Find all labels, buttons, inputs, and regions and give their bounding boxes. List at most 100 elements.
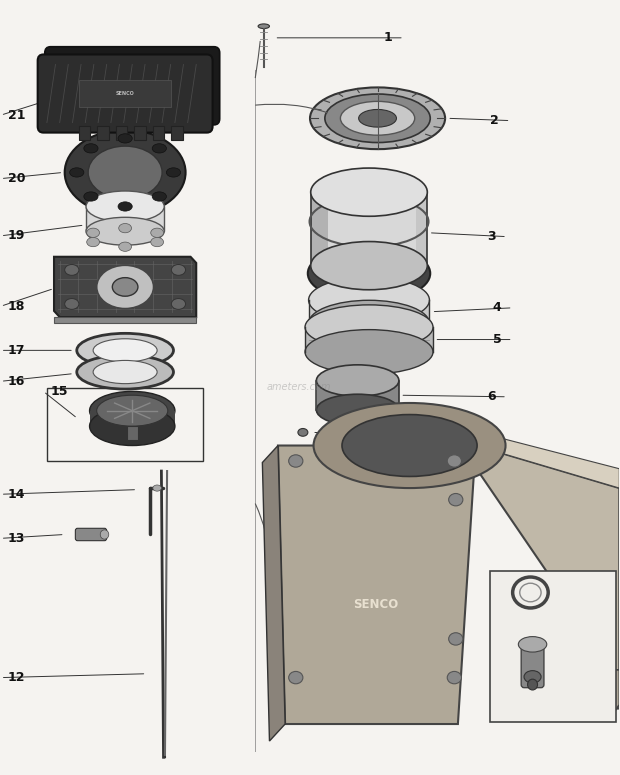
Ellipse shape	[447, 455, 461, 467]
Polygon shape	[415, 192, 427, 266]
Ellipse shape	[305, 305, 433, 350]
Bar	[97, 126, 108, 140]
Ellipse shape	[84, 192, 98, 202]
Ellipse shape	[340, 102, 415, 135]
Text: 2: 2	[490, 114, 499, 127]
FancyBboxPatch shape	[76, 529, 107, 541]
Text: 20: 20	[7, 172, 25, 185]
Ellipse shape	[153, 485, 161, 491]
Ellipse shape	[112, 277, 138, 296]
Ellipse shape	[84, 143, 98, 153]
Ellipse shape	[77, 333, 174, 367]
Ellipse shape	[309, 277, 430, 323]
Text: ameters.com: ameters.com	[267, 383, 332, 392]
Ellipse shape	[89, 391, 175, 430]
Ellipse shape	[314, 403, 505, 488]
Text: 16: 16	[7, 375, 25, 388]
Bar	[79, 80, 171, 108]
Ellipse shape	[171, 298, 185, 309]
FancyBboxPatch shape	[45, 46, 219, 125]
Ellipse shape	[97, 395, 168, 426]
Ellipse shape	[518, 636, 547, 652]
Polygon shape	[54, 257, 197, 317]
Text: 10: 10	[575, 626, 593, 639]
Ellipse shape	[118, 223, 131, 232]
Bar	[54, 317, 197, 323]
Polygon shape	[311, 192, 328, 266]
Text: 21: 21	[7, 109, 25, 122]
Ellipse shape	[310, 88, 445, 149]
Ellipse shape	[151, 228, 164, 237]
Ellipse shape	[166, 168, 180, 177]
Ellipse shape	[93, 360, 157, 384]
Text: 14: 14	[7, 487, 25, 501]
Polygon shape	[316, 381, 399, 410]
Text: 7: 7	[410, 429, 419, 443]
Ellipse shape	[309, 300, 430, 346]
Ellipse shape	[311, 242, 427, 290]
Bar	[153, 126, 164, 140]
Ellipse shape	[289, 455, 303, 467]
Ellipse shape	[93, 339, 157, 362]
Text: 1: 1	[384, 31, 392, 44]
Ellipse shape	[449, 494, 463, 506]
Ellipse shape	[311, 168, 427, 216]
Text: 12: 12	[7, 671, 25, 684]
Ellipse shape	[118, 242, 131, 251]
FancyBboxPatch shape	[521, 641, 544, 687]
Bar	[135, 126, 146, 140]
Ellipse shape	[258, 24, 270, 29]
Text: 5: 5	[493, 333, 502, 346]
Ellipse shape	[524, 670, 541, 683]
Ellipse shape	[69, 168, 84, 177]
Text: 19: 19	[7, 229, 25, 243]
Polygon shape	[278, 446, 476, 724]
Ellipse shape	[64, 298, 79, 309]
Bar	[79, 126, 91, 140]
Ellipse shape	[308, 246, 430, 301]
Ellipse shape	[298, 429, 308, 436]
Bar	[116, 126, 127, 140]
Polygon shape	[309, 300, 430, 323]
Bar	[171, 126, 183, 140]
Bar	[47, 388, 203, 461]
Text: 15: 15	[50, 385, 68, 398]
Polygon shape	[469, 446, 619, 708]
Ellipse shape	[152, 143, 166, 153]
Ellipse shape	[447, 671, 461, 684]
Ellipse shape	[64, 130, 185, 215]
Text: 3: 3	[487, 230, 495, 243]
Polygon shape	[305, 327, 433, 352]
Ellipse shape	[87, 237, 99, 246]
Ellipse shape	[97, 265, 154, 308]
FancyBboxPatch shape	[38, 54, 213, 133]
Ellipse shape	[449, 632, 463, 645]
Text: SENCO: SENCO	[116, 91, 135, 96]
Ellipse shape	[64, 264, 79, 275]
Text: 17: 17	[7, 344, 25, 357]
Ellipse shape	[305, 329, 433, 374]
Ellipse shape	[152, 192, 166, 202]
Polygon shape	[311, 192, 427, 266]
Ellipse shape	[289, 671, 303, 684]
Ellipse shape	[316, 394, 399, 425]
Text: SENCO: SENCO	[353, 598, 399, 611]
Text: 6: 6	[487, 391, 495, 403]
Ellipse shape	[151, 237, 164, 246]
Ellipse shape	[89, 407, 175, 446]
Ellipse shape	[325, 94, 430, 143]
Ellipse shape	[118, 134, 132, 143]
Ellipse shape	[342, 415, 477, 477]
Text: 4: 4	[493, 301, 502, 315]
Text: 8: 8	[580, 464, 588, 477]
Ellipse shape	[100, 530, 108, 539]
Ellipse shape	[86, 217, 164, 245]
Polygon shape	[262, 446, 285, 741]
Text: 9: 9	[580, 576, 588, 589]
Ellipse shape	[88, 146, 162, 198]
Polygon shape	[596, 670, 619, 720]
Text: 11: 11	[575, 704, 593, 718]
Bar	[86, 206, 164, 231]
Bar	[89, 411, 175, 426]
Polygon shape	[476, 432, 619, 488]
